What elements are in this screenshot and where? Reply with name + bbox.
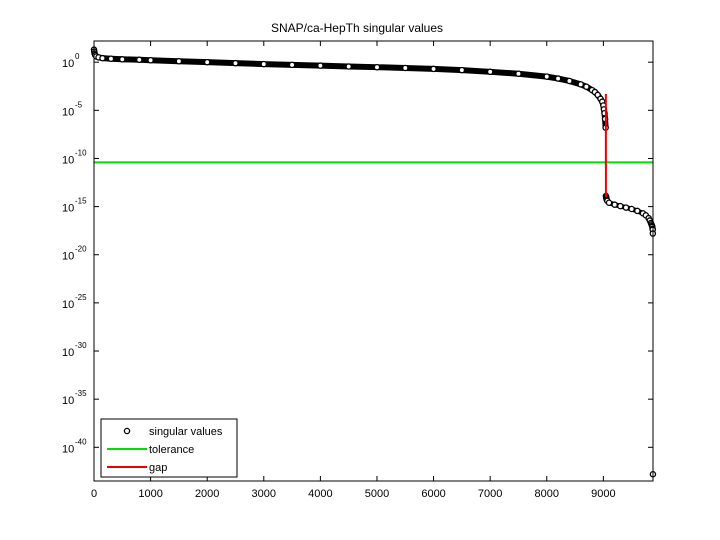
y-tick-label-base: 10 <box>62 395 74 407</box>
y-tick-label-exponent: -10 <box>75 148 87 157</box>
singular-value-point <box>232 59 239 67</box>
x-tick-label: 7000 <box>478 488 502 500</box>
x-tick-label: 2000 <box>195 488 219 500</box>
y-tick-label-base: 10 <box>62 251 74 263</box>
y-tick-label-exponent: 0 <box>75 52 80 61</box>
singular-value-point <box>458 66 466 74</box>
y-tick-label-exponent: -35 <box>75 389 87 398</box>
y-tick-label-exponent: -25 <box>75 293 87 302</box>
y-tick-label-exponent: -15 <box>75 197 87 206</box>
x-tick-label: 3000 <box>252 488 276 500</box>
legend: singular values tolerance gap <box>100 418 238 478</box>
legend-marker-icon <box>123 427 131 435</box>
singular-value-point <box>99 54 106 62</box>
axes-frame <box>93 40 654 482</box>
y-tick-label-exponent: -5 <box>75 100 83 109</box>
singular-value-point <box>617 202 624 210</box>
y-tick-label-exponent: -30 <box>75 341 87 350</box>
y-tick-label-base: 10 <box>62 203 74 215</box>
singular-value-point <box>622 204 630 211</box>
legend-label: singular values <box>149 426 223 438</box>
singular-value-point <box>317 62 324 69</box>
y-tick-label-exponent: -20 <box>75 245 87 254</box>
singular-value-point <box>543 73 551 80</box>
singular-value-point <box>260 60 268 68</box>
y-tick-label-base: 10 <box>62 443 74 455</box>
y-tick-label-base: 10 <box>62 154 74 166</box>
axes: 0 1000 2000 3000 4000 5000 6000 7000 8000 9000100… <box>62 40 654 500</box>
singular-value-point <box>136 56 143 64</box>
x-tick-label: 1000 <box>138 488 162 500</box>
singular-value-point <box>554 75 562 82</box>
singular-value-point <box>577 81 584 88</box>
y-tick-label-base: 10 <box>62 347 74 359</box>
chart-title: SNAP/ca-HepTh singular values <box>271 21 443 35</box>
singular-value-point <box>628 205 635 213</box>
singular-value-point <box>373 63 381 71</box>
singular-value-point <box>402 64 409 72</box>
singular-value-point <box>147 57 154 64</box>
singular-value-point <box>203 58 211 66</box>
singular-value-point <box>345 63 352 70</box>
singular-value-point <box>605 199 613 207</box>
singular-value-point <box>583 83 590 90</box>
legend-label: gap <box>149 462 167 474</box>
x-tick-label: 6000 <box>421 488 445 500</box>
singular-value-point <box>634 207 641 215</box>
singular-value-point <box>566 77 573 85</box>
singular-value-point <box>288 61 296 69</box>
y-tick-label-exponent: -40 <box>75 437 87 446</box>
y-tick-label-base: 10 <box>62 58 74 70</box>
x-tick-label: 0 <box>91 488 97 500</box>
x-tick-label: 4000 <box>308 488 332 500</box>
x-tick-label: 5000 <box>365 488 389 500</box>
singular-value-point <box>515 70 522 77</box>
plot-area <box>90 46 657 478</box>
singular-value-point <box>107 55 115 62</box>
singular-value-point <box>175 57 183 65</box>
x-tick-label: 9000 <box>591 488 615 500</box>
y-tick-label-base: 10 <box>62 106 74 118</box>
singular-value-point <box>119 56 126 63</box>
y-tick-label-base: 10 <box>62 299 74 311</box>
legend-label: tolerance <box>149 444 194 456</box>
singular-value-point <box>611 201 618 208</box>
singular-value-point <box>486 68 494 76</box>
singular-value-point <box>430 65 437 73</box>
x-tick-label: 8000 <box>535 488 559 500</box>
